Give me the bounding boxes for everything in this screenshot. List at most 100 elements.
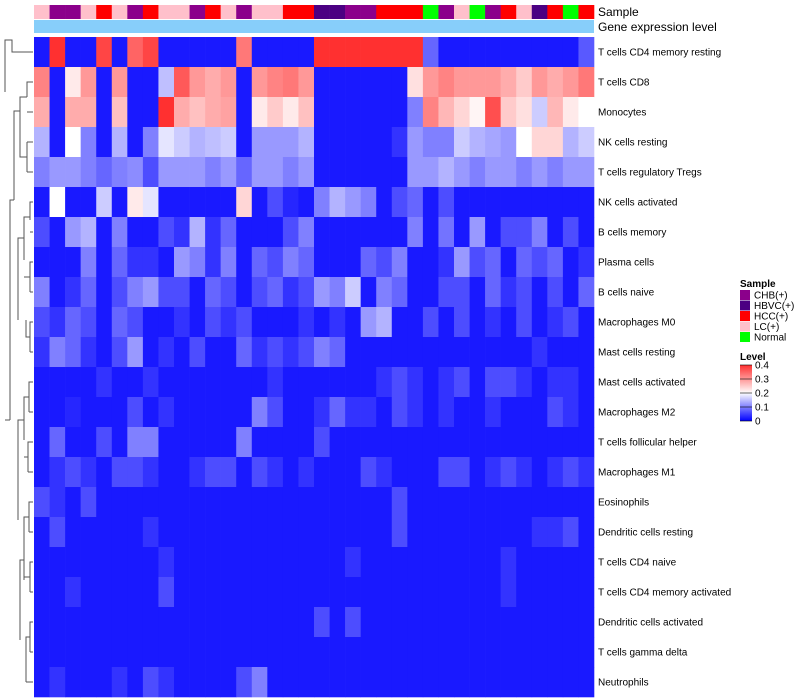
heatmap-cell: [360, 517, 377, 548]
heatmap-cell: [236, 127, 253, 158]
sample-legend: Sample CHB(+)HBVC(+)HCC(+)LC(+)Normal: [740, 279, 794, 344]
heatmap-cell: [96, 487, 113, 518]
heatmap-cell: [127, 277, 144, 308]
heatmap-cell: [111, 397, 128, 428]
heatmap-cell: [469, 277, 486, 308]
heatmap-cell: [220, 307, 237, 338]
heatmap-cell: [516, 337, 533, 368]
heatmap-cell: [111, 97, 128, 128]
heatmap-cell: [516, 397, 533, 428]
heatmap-cell: [376, 667, 393, 698]
heatmap-cell: [454, 637, 470, 668]
heatmap-cell: [96, 547, 113, 578]
heatmap-cell: [531, 667, 548, 698]
sample-annotation-cell: [174, 5, 190, 19]
row-label: Eosinophils: [598, 498, 649, 509]
row-label: Mast cells activated: [598, 378, 685, 389]
heatmap-cell: [111, 277, 128, 308]
heatmap-cell: [174, 517, 190, 548]
heatmap-cell: [578, 337, 595, 368]
heatmap-cell: [516, 127, 533, 158]
heatmap-cell: [34, 667, 50, 698]
heatmap-cell: [391, 277, 408, 308]
heatmap-cell: [422, 277, 439, 308]
heatmap-cell: [485, 217, 501, 248]
heatmap-cell: [65, 337, 81, 368]
heatmap-cell: [314, 127, 330, 158]
heatmap-cell: [562, 307, 579, 338]
heatmap-cell: [469, 607, 486, 638]
sample-annotation-cell: [127, 5, 144, 19]
heatmap-cell: [236, 637, 253, 668]
heatmap-cell: [485, 37, 501, 68]
heatmap-cell: [142, 367, 159, 398]
heatmap-cell: [96, 307, 113, 338]
heatmap-cell: [578, 457, 595, 488]
heatmap-cell: [142, 37, 159, 68]
heatmap-cell: [422, 97, 439, 128]
heatmap-cell: [422, 487, 439, 518]
heatmap-cell: [34, 427, 50, 458]
heatmap-cell: [469, 367, 486, 398]
heatmap-cell: [376, 187, 393, 218]
sample-annotation-cell: [391, 5, 408, 19]
heatmap-cell: [345, 637, 361, 668]
heatmap-cell: [49, 487, 66, 518]
heatmap-cell: [422, 637, 439, 668]
heatmap-cell: [282, 37, 299, 68]
heatmap-cell: [422, 397, 439, 428]
heatmap-cell: [531, 517, 548, 548]
heatmap-cell: [158, 457, 175, 488]
heatmap-cell: [111, 577, 128, 608]
heatmap-cell: [158, 277, 175, 308]
heatmap-cell: [236, 277, 253, 308]
heatmap-cell: [49, 577, 66, 608]
heatmap-cell: [189, 487, 206, 518]
heatmap-cell: [298, 307, 315, 338]
heatmap-cell: [80, 367, 97, 398]
heatmap-cell: [298, 457, 315, 488]
heatmap-cell: [158, 127, 175, 158]
heatmap-cell: [578, 67, 595, 98]
heatmap-cell: [65, 67, 81, 98]
heatmap-cell: [454, 577, 470, 608]
heatmap-cell: [422, 127, 439, 158]
heatmap-cell: [376, 307, 393, 338]
heatmap-cell: [127, 577, 144, 608]
heatmap-cell: [391, 547, 408, 578]
heatmap-cell: [298, 127, 315, 158]
heatmap-cell: [251, 607, 268, 638]
heatmap-cell: [329, 547, 346, 578]
heatmap-cell: [127, 637, 144, 668]
row-label: NK cells resting: [598, 138, 667, 149]
heatmap-cell: [329, 487, 346, 518]
heatmap-cell: [438, 457, 455, 488]
heatmap-cell: [34, 517, 50, 548]
heatmap-cell: [469, 667, 486, 698]
heatmap-cell: [578, 127, 595, 158]
heatmap-cell: [485, 577, 501, 608]
heatmap-cell: [298, 667, 315, 698]
heatmap-cell: [65, 517, 81, 548]
heatmap-cell: [547, 577, 564, 608]
heatmap-cell: [391, 307, 408, 338]
heatmap-cell: [174, 607, 190, 638]
heatmap-cell: [391, 217, 408, 248]
heatmap-cell: [236, 367, 253, 398]
heatmap-cell: [96, 427, 113, 458]
heatmap-cell: [251, 337, 268, 368]
heatmap-cell: [500, 337, 517, 368]
heatmap-cell: [314, 67, 330, 98]
heatmap-cell: [454, 247, 470, 278]
heatmap-cell: [174, 667, 190, 698]
heatmap-cell: [189, 157, 206, 188]
heatmap-cell: [158, 547, 175, 578]
heatmap-cell: [314, 397, 330, 428]
heatmap-cell: [80, 517, 97, 548]
heatmap-cell: [345, 517, 361, 548]
heatmap-cell: [531, 427, 548, 458]
heatmap-cell: [547, 97, 564, 128]
heatmap-cell: [329, 277, 346, 308]
heatmap-cell: [158, 217, 175, 248]
heatmap-cell: [49, 457, 66, 488]
